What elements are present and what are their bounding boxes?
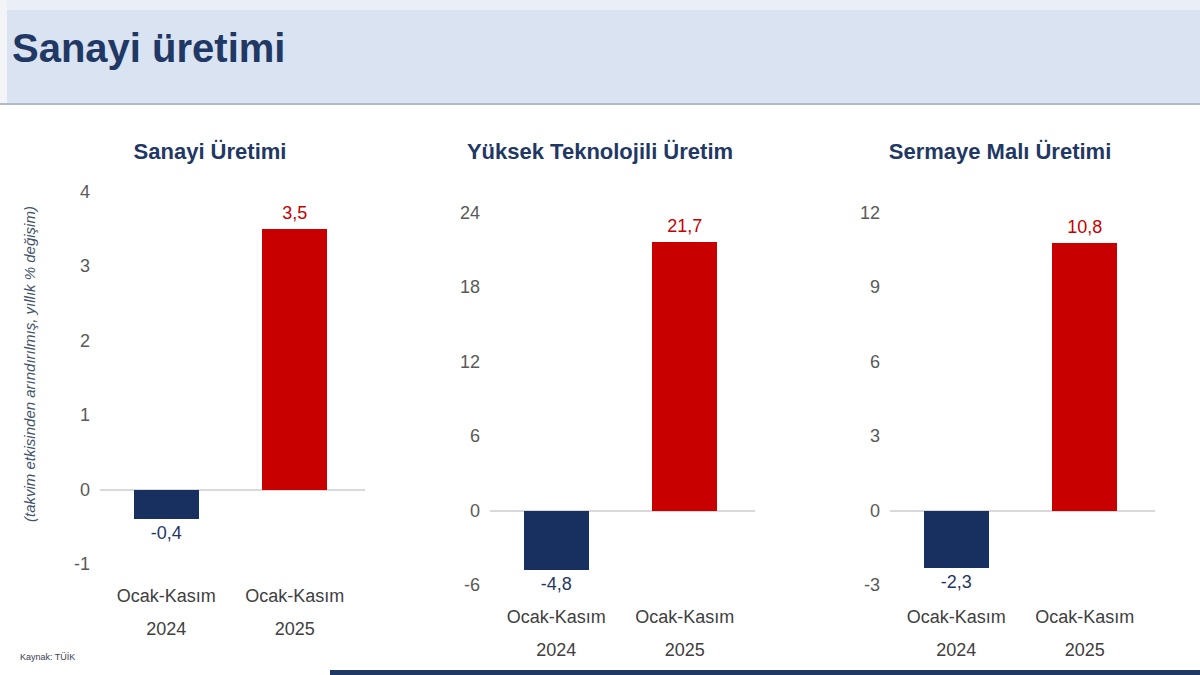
x-category-line: 2024 bbox=[881, 634, 1031, 667]
bar-positive bbox=[262, 229, 327, 489]
x-category-line: 2024 bbox=[91, 613, 241, 646]
y-tick-label: 4 bbox=[80, 182, 90, 203]
x-category-label: Ocak-Kasım2025 bbox=[1010, 601, 1160, 667]
bar-negative bbox=[924, 511, 989, 568]
header-top-strip bbox=[0, 0, 1200, 10]
y-tick-label: 1 bbox=[80, 405, 90, 426]
bar-negative bbox=[134, 490, 199, 520]
y-tick-label: 0 bbox=[470, 500, 480, 521]
y-axis: 129630-3 bbox=[845, 213, 890, 585]
y-tick-label: 24 bbox=[460, 203, 480, 224]
y-tick-label: 18 bbox=[460, 277, 480, 298]
y-axis-unit-label: (takvim etkisinden arındırılmış, yıllık … bbox=[21, 149, 45, 579]
bar-positive bbox=[1052, 243, 1117, 511]
bar-value-label: -2,3 bbox=[896, 572, 1016, 593]
bar-value-label: -0,4 bbox=[106, 523, 226, 544]
bar-value-label: -4,8 bbox=[496, 574, 616, 595]
y-tick-label: 3 bbox=[870, 426, 880, 447]
x-category-label: Ocak-Kasım2025 bbox=[220, 580, 370, 646]
y-axis: 43210-1 bbox=[55, 192, 100, 564]
bar-value-label: 10,8 bbox=[1025, 217, 1145, 238]
x-category-line: Ocak-Kasım bbox=[481, 601, 631, 634]
y-tick-label: 2 bbox=[80, 330, 90, 351]
x-category-line: Ocak-Kasım bbox=[220, 580, 370, 613]
y-tick-label: 12 bbox=[460, 351, 480, 372]
y-tick-label: -1 bbox=[74, 554, 90, 575]
bar-negative bbox=[524, 511, 589, 571]
source-note: Kaynak: TÜİK bbox=[20, 652, 75, 662]
x-category-line: Ocak-Kasım bbox=[1010, 601, 1160, 634]
chart-title: Sermaye Malı Üretimi bbox=[845, 135, 1155, 175]
x-category-line: 2025 bbox=[1010, 634, 1160, 667]
x-category-label: Ocak-Kasım2024 bbox=[91, 580, 241, 646]
y-tick-label: 9 bbox=[870, 277, 880, 298]
x-category-label: Ocak-Kasım2024 bbox=[881, 601, 1031, 667]
slide: Sanayi üretimi (takvim etkisinden arındı… bbox=[0, 0, 1200, 675]
plot-canvas: -4,8Ocak-Kasım202421,7Ocak-Kasım2025 bbox=[490, 213, 755, 585]
y-tick-label: 6 bbox=[470, 426, 480, 447]
x-category-line: 2024 bbox=[481, 634, 631, 667]
y-tick-label: -6 bbox=[464, 575, 480, 596]
y-tick-label: 0 bbox=[80, 479, 90, 500]
chart-title: Yüksek Teknolojili Üretim bbox=[445, 135, 755, 175]
page-title: Sanayi üretimi bbox=[12, 26, 285, 71]
header-left-notch bbox=[0, 0, 7, 103]
chart-title: Sanayi Üretimi bbox=[55, 135, 365, 175]
x-category-line: 2025 bbox=[220, 613, 370, 646]
chart-yuksek-teknolojili-uretim: Yüksek Teknolojili Üretim 24 18 12 6 0 -6 -4,8… bbox=[445, 135, 755, 645]
bar-value-label: 3,5 bbox=[235, 203, 355, 224]
x-category-label: Ocak-Kasım2025 bbox=[610, 601, 760, 667]
x-category-line: 2025 bbox=[610, 634, 760, 667]
y-tick-label: 12 bbox=[860, 203, 880, 224]
x-category-line: Ocak-Kasım bbox=[881, 601, 1031, 634]
header-band: Sanayi üretimi bbox=[0, 0, 1200, 105]
chart-sanayi-uretimi: Sanayi Üretimi 43210-1-0,4Ocak-Kasım2024… bbox=[55, 135, 365, 645]
chart-sermaye-mali-uretimi: Sermaye Malı Üretimi 129630-3-2,3Ocak-Ka… bbox=[845, 135, 1155, 645]
bar-value-label: 21,7 bbox=[625, 216, 745, 237]
bottom-accent-strip bbox=[330, 670, 1200, 675]
y-tick-label: 0 bbox=[870, 500, 880, 521]
plot-canvas: -2,3Ocak-Kasım202410,8Ocak-Kasım2025 bbox=[890, 213, 1155, 585]
y-tick-label: 3 bbox=[80, 256, 90, 277]
y-tick-label: -3 bbox=[864, 575, 880, 596]
y-axis: 24181260-6 bbox=[445, 213, 490, 585]
plot-canvas: -0,4Ocak-Kasım20243,5Ocak-Kasım2025 bbox=[100, 192, 365, 564]
y-tick-label: 6 bbox=[870, 351, 880, 372]
x-category-line: Ocak-Kasım bbox=[610, 601, 760, 634]
x-category-line: Ocak-Kasım bbox=[91, 580, 241, 613]
bar-positive bbox=[652, 242, 717, 511]
x-category-label: Ocak-Kasım2024 bbox=[481, 601, 631, 667]
